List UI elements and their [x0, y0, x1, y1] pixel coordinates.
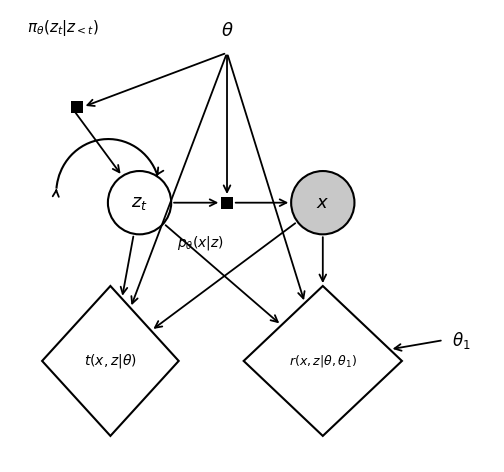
Text: $z_t$: $z_t$: [131, 194, 148, 211]
Text: $\theta$: $\theta$: [221, 22, 233, 40]
Text: $t(x,z|\theta)$: $t(x,z|\theta)$: [84, 352, 137, 370]
Bar: [221, 197, 233, 209]
Polygon shape: [42, 286, 179, 436]
Text: $x$: $x$: [316, 194, 330, 211]
Circle shape: [291, 171, 354, 234]
Text: $r(x,z|\theta,\theta_1)$: $r(x,z|\theta,\theta_1)$: [289, 353, 357, 369]
Circle shape: [108, 171, 171, 234]
Text: $\pi_\theta(z_t|z_{<t})$: $\pi_\theta(z_t|z_{<t})$: [27, 18, 99, 38]
Text: $p_\theta(x|z)$: $p_\theta(x|z)$: [177, 234, 224, 252]
Bar: [71, 101, 83, 113]
Text: $\theta_1$: $\theta_1$: [452, 329, 470, 351]
Polygon shape: [243, 286, 402, 436]
